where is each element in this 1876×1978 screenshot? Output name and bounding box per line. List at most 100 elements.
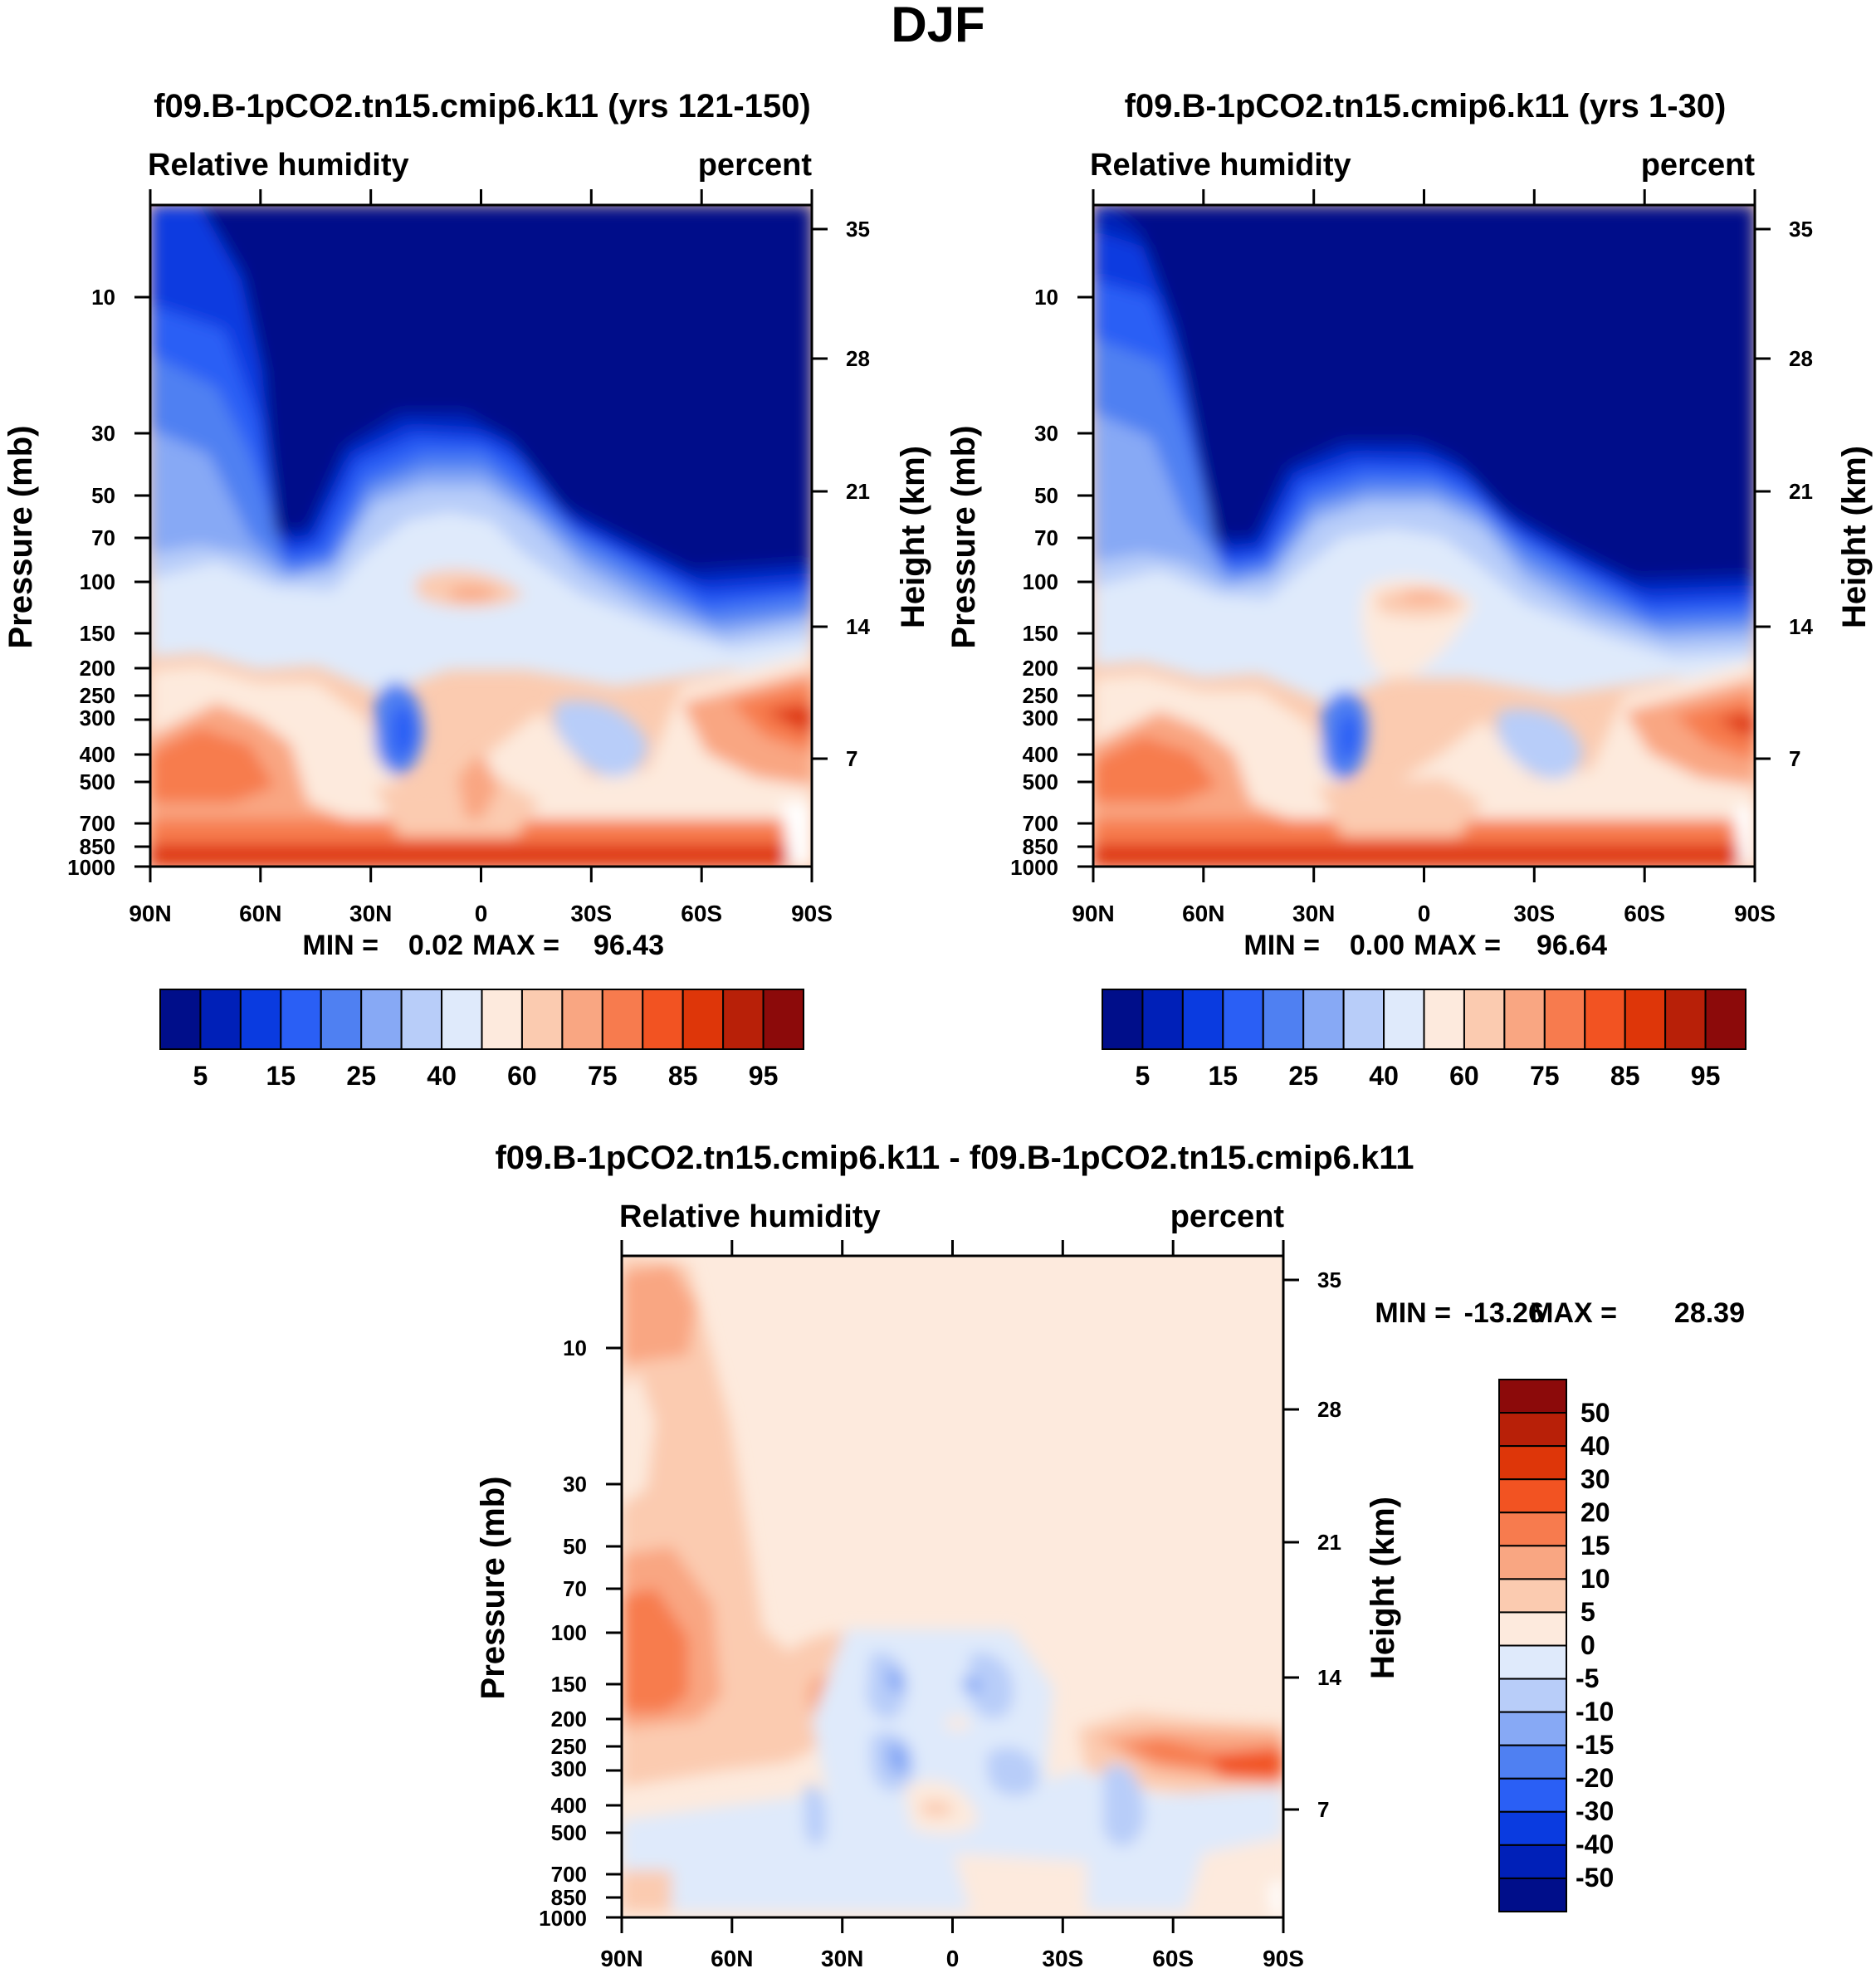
y2-tick-label: 21 [846, 479, 870, 504]
y-tick-label: 700 [551, 1862, 587, 1887]
colorbar-swatch [1498, 1478, 1567, 1514]
colorbar-label: 25 [1288, 1061, 1318, 1091]
colorbar-label: 85 [668, 1061, 698, 1091]
y-tick-label: 300 [1023, 706, 1058, 730]
x-tick-label: 90N [1072, 901, 1114, 926]
contour-field [1093, 205, 1755, 867]
colorbar-swatch [682, 989, 725, 1050]
colorbar-label: -50 [1576, 1863, 1614, 1893]
x-tick-label: 30S [570, 901, 612, 926]
y-tick-label: 150 [551, 1672, 587, 1697]
colorbar-swatch [1498, 1678, 1567, 1713]
colorbar-swatch [400, 989, 443, 1050]
x-tick-label: 30N [349, 901, 392, 926]
frame-ticks [1077, 189, 1771, 882]
y2-axis-label: Height (km) [1365, 1497, 1401, 1679]
x-tick-labels: 90N 60N 30N 0 30S 60S 90S [129, 901, 833, 926]
x-tick-label: 0 [1418, 901, 1431, 926]
colorbar-labels: 5 15 25 40 60 75 85 95 [193, 1061, 779, 1091]
y-tick-label: 70 [91, 525, 115, 550]
colorbar-swatch [1664, 989, 1707, 1050]
colorbar-label: -40 [1576, 1829, 1614, 1859]
y-tick-label: 200 [80, 656, 115, 681]
units-label: percent [1641, 148, 1756, 183]
panel-title: f09.B-1pCO2.tn15.cmip6.k11 (yrs 1-30) [1125, 88, 1727, 125]
colorbar-swatch [1222, 989, 1264, 1050]
contour-field [150, 205, 812, 867]
colorbar-label: 40 [1369, 1061, 1399, 1091]
y-tick-label: 850 [551, 1885, 587, 1910]
y2-tick-label: 35 [1317, 1267, 1341, 1292]
x-tick-label: 60N [711, 1946, 753, 1971]
y-tick-label: 1000 [1010, 855, 1058, 880]
colorbar-swatch [1181, 989, 1224, 1050]
colorbar-label: 15 [1580, 1531, 1610, 1560]
x-tick-label: 30S [1513, 901, 1555, 926]
colorbar-labels: 5 15 25 40 60 75 85 95 [1136, 1061, 1721, 1091]
colorbar-label: -15 [1576, 1730, 1614, 1760]
min-label: MIN = [1375, 1297, 1451, 1329]
x-tick-label: 90N [129, 901, 171, 926]
colorbar: 50 40 30 20 15 10 5 0 -5 -10 -15 -20 -30… [1498, 1379, 1614, 1912]
y-tick-labels: 10 30 50 70 100 150 200 250 300 400 500 … [67, 285, 115, 880]
colorbar-swatch [1262, 989, 1305, 1050]
colorbar-label: 60 [1449, 1061, 1479, 1091]
contour-field [622, 1256, 1283, 1917]
colorbar-label: 60 [507, 1061, 537, 1091]
colorbar-swatch [1498, 1545, 1567, 1580]
variable-label: Relative humidity [619, 1199, 881, 1234]
y-tick-label: 700 [80, 811, 115, 836]
y2-tick-label: 28 [1789, 346, 1813, 371]
stats-line: MIN = 0.00 MAX = 96.64 [1243, 930, 1607, 961]
colorbar-swatch [642, 989, 684, 1050]
x-tick-label: 90S [1734, 901, 1776, 926]
colorbar-label: 85 [1610, 1061, 1640, 1091]
x-tick-label: 60S [1152, 1946, 1194, 1971]
colorbar-label: -10 [1576, 1697, 1614, 1726]
panel-title: f09.B-1pCO2.tn15.cmip6.k11 (yrs 121-150) [154, 88, 811, 125]
y2-tick-label: 21 [1317, 1530, 1341, 1555]
x-tick-label: 0 [946, 1946, 960, 1971]
variable-label: Relative humidity [1090, 148, 1351, 183]
colorbar-swatch [1383, 989, 1425, 1050]
x-tick-label: 90S [1263, 1946, 1304, 1971]
colorbar: 5 15 25 40 60 75 85 95 [1102, 989, 1747, 1091]
colorbar-label: -30 [1576, 1796, 1614, 1826]
max-label: MAX = [1530, 1297, 1617, 1329]
y-tick-label: 30 [91, 421, 115, 446]
y-tick-label: 1000 [67, 855, 115, 880]
colorbar-swatch [360, 989, 403, 1050]
max-label: MAX = [1414, 930, 1501, 961]
x-tick-label: 30N [1292, 901, 1335, 926]
frame-ticks [606, 1240, 1299, 1933]
colorbar-swatch [199, 989, 242, 1050]
y2-axis-label: Height (km) [895, 446, 931, 628]
colorbar-swatch [1498, 1412, 1567, 1448]
colorbar-label: 20 [1580, 1497, 1610, 1527]
y2-axis-label: Height (km) [1836, 446, 1873, 628]
max-label: MAX = [472, 930, 559, 961]
figure-title: DJF [891, 0, 984, 52]
y-tick-label: 100 [80, 569, 115, 594]
x-tick-label: 90S [791, 901, 833, 926]
y-axis-label: Pressure (mb) [2, 426, 39, 649]
colorbar-swatch [481, 989, 523, 1050]
x-tick-label: 30N [821, 1946, 863, 1971]
y2-tick-label: 7 [1317, 1797, 1329, 1822]
y-axis-label: Pressure (mb) [475, 1477, 511, 1700]
colorbar-swatch [722, 989, 765, 1050]
y-tick-label: 50 [563, 1534, 587, 1559]
colorbar-labels: 50 40 30 20 15 10 5 0 -5 -10 -15 -20 -30… [1576, 1398, 1614, 1893]
y-tick-label: 300 [80, 706, 115, 730]
y2-tick-label: 14 [1317, 1665, 1341, 1690]
y-tick-label: 250 [1023, 683, 1058, 708]
y-tick-label: 30 [1034, 421, 1058, 446]
colorbar-label: 75 [588, 1061, 618, 1091]
y-tick-label: 150 [1023, 621, 1058, 646]
colorbar-label: 25 [346, 1061, 376, 1091]
x-tick-labels: 90N 60N 30N 0 30S 60S 90S [1072, 901, 1776, 926]
colorbar-swatch [1498, 1379, 1567, 1414]
x-tick-label: 60S [1624, 901, 1665, 926]
y-tick-label: 500 [80, 769, 115, 794]
